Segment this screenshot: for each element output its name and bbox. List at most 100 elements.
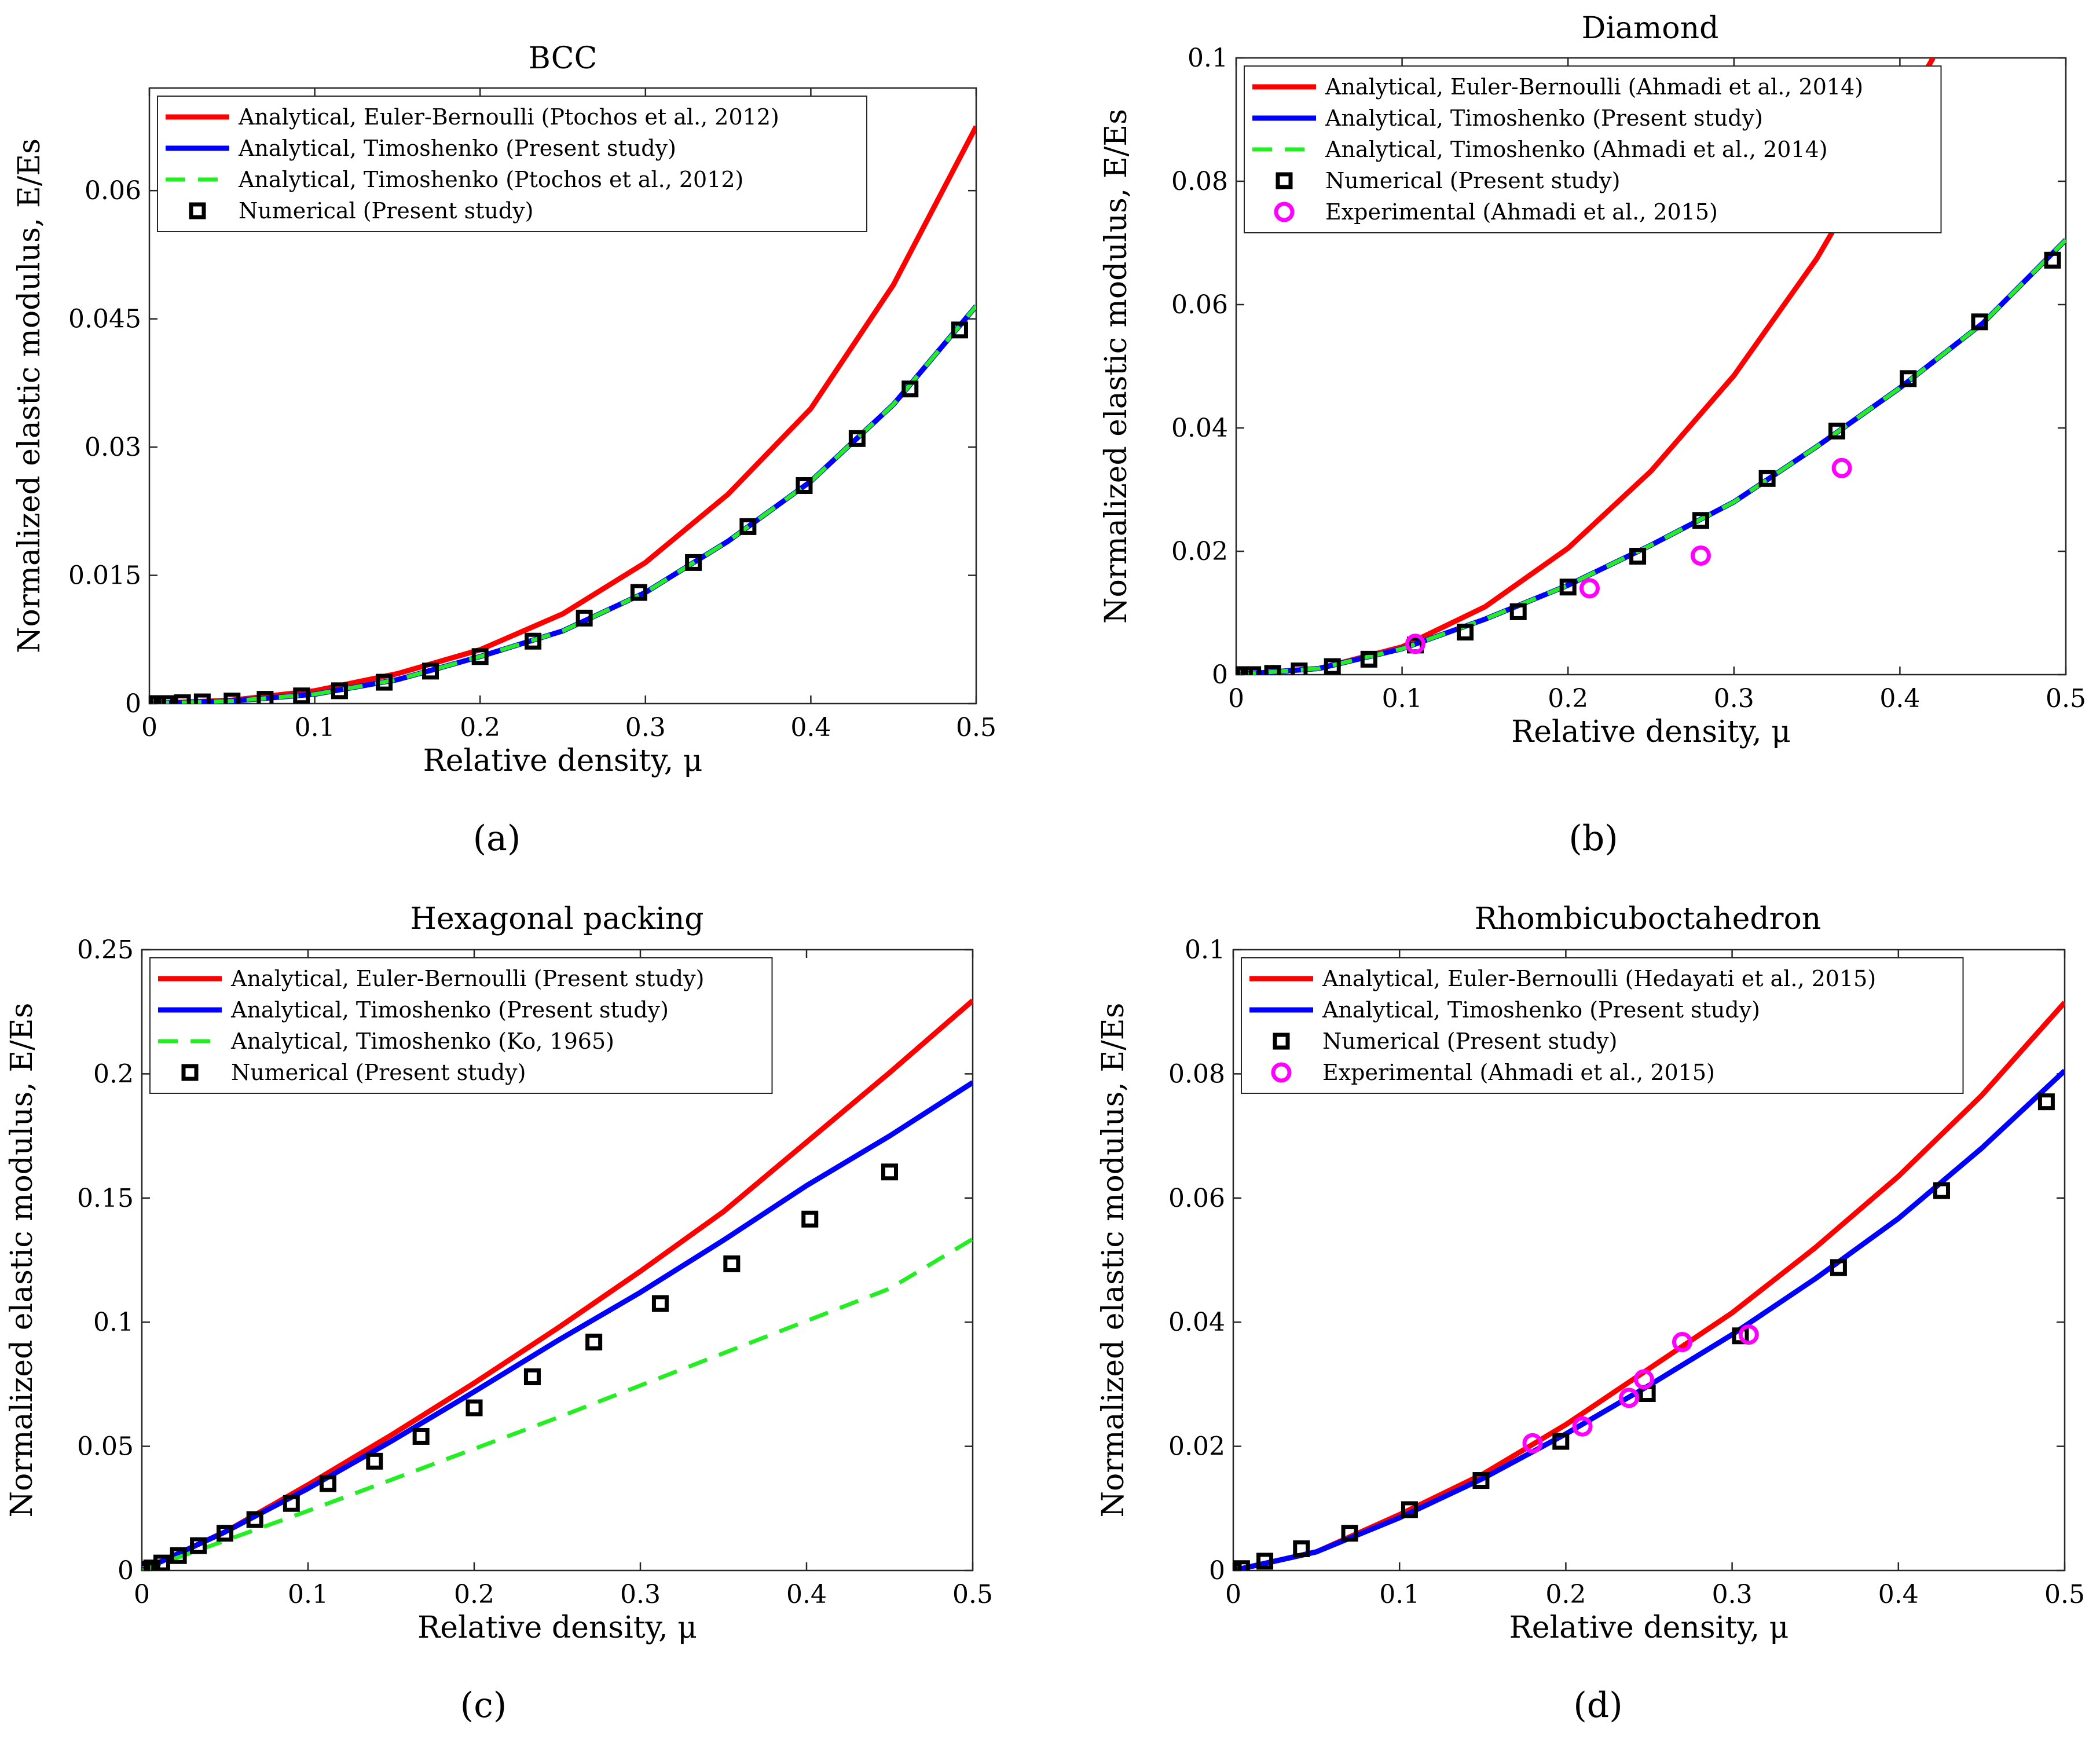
experimental-point [1405, 634, 1426, 654]
numerical-point [412, 1427, 430, 1445]
numerical-point [422, 662, 439, 680]
numerical-point [881, 1163, 898, 1181]
numerical-point [1244, 666, 1262, 675]
series-numerical [1233, 1093, 2055, 1570]
numerical-point [525, 632, 542, 650]
x-tick-label: 0.2 [1545, 1580, 1586, 1609]
numerical-point [2037, 1093, 2055, 1111]
legend: Analytical, Euler-Bernoulli (Ahmadi et a… [1244, 65, 1942, 233]
numerical-point [1830, 1259, 1847, 1276]
y-tick-label: 0.045 [68, 305, 141, 334]
experimental-point [1831, 457, 1852, 478]
legend-box [1241, 957, 1964, 1094]
x-tick-label: 0.5 [2044, 1580, 2085, 1609]
numerical-point [1293, 1540, 1310, 1557]
numerical-point [256, 691, 274, 704]
x-tick-label: 0.5 [2046, 684, 2086, 713]
numerical-point [1552, 1433, 1570, 1450]
legend: Analytical, Euler-Bernoulli (Present stu… [149, 957, 773, 1094]
experimental-point [1579, 578, 1600, 599]
chart-title: Rhombicuboctahedron [1475, 902, 1822, 936]
x-tick-label: 0.1 [1379, 1580, 1420, 1609]
numerical-point [1758, 470, 1776, 487]
x-tick-label: 0.5 [952, 1580, 993, 1609]
numerical-point [1900, 370, 1917, 387]
chart-panel-1: 0 0.1 0.2 0.3 0.4 0.5 0 0.015 0.03 0.045 0.06 BCC Re… [12, 41, 996, 778]
numerical-point [157, 695, 175, 704]
numerical-point [1971, 313, 1988, 331]
legend-marker-numerical [1276, 172, 1293, 189]
y-tick-label: 0.03 [85, 433, 141, 462]
x-tick-label: 0.3 [1712, 1580, 1753, 1609]
legend-entry: Analytical, Timoshenko (Ko, 1965) [230, 1028, 614, 1054]
x-tick-label: 0.2 [454, 1580, 494, 1609]
legend-entry: Analytical, Euler-Bernoulli (Ahmadi et a… [1325, 74, 1863, 100]
y-tick-label: 0 [1212, 660, 1228, 690]
plot-series [149, 125, 976, 704]
y-tick-label: 0.04 [1171, 413, 1228, 443]
numerical-point [319, 1475, 336, 1492]
numerical-point [630, 584, 647, 601]
legend-entry: Analytical, Timoshenko (Ptochos et al., … [238, 167, 743, 192]
legend-entry: Analytical, Timoshenko (Present study) [230, 997, 669, 1023]
x-tick-label: 0.3 [625, 713, 666, 742]
legend-entry: Experimental (Ahmadi et al., 2015) [1322, 1060, 1715, 1085]
numerical-point [193, 693, 211, 704]
y-axis-label: Normalized elastic modulus, E/Es [12, 138, 47, 653]
panel-label: (c) [460, 1685, 507, 1726]
y-tick-label: 0.25 [77, 935, 134, 965]
x-axis-label: Relative density, μ [1509, 1610, 1789, 1645]
numerical-point [951, 321, 968, 339]
experimental-point [1522, 1433, 1543, 1454]
y-tick-label: 0 [1209, 1556, 1225, 1586]
legend: Analytical, Euler-Bernoulli (Hedayati et… [1241, 957, 1964, 1094]
y-tick-label: 0.1 [1188, 43, 1228, 73]
legend-entry: Numerical (Present study) [239, 198, 533, 224]
chart-panel-4: 0 0.1 0.2 0.3 0.4 0.5 0 0.02 0.04 0.06 0.08 0.1 Rhom… [1096, 902, 2085, 1645]
x-tick-label: 0 [141, 713, 157, 742]
y-axis-label: Normalized elastic modulus, E/Es [1096, 1003, 1131, 1518]
y-tick-label: 0.02 [1168, 1432, 1225, 1462]
numerical-point [1509, 603, 1527, 620]
y-tick-label: 0.05 [77, 1432, 134, 1462]
numerical-point [576, 609, 593, 627]
numerical-point [466, 1399, 483, 1416]
legend-marker-experimental [1274, 202, 1295, 222]
numerical-point [2044, 251, 2061, 269]
experimental-point [1690, 545, 1711, 566]
numerical-point [1264, 665, 1281, 675]
legend-marker-numerical [189, 202, 206, 219]
chart-panel-2: 0 0.1 0.2 0.3 0.4 0.5 0 0.02 0.04 0.06 0.08 0.1 Diam… [1099, 11, 2086, 749]
numerical-point [1933, 1182, 1950, 1199]
legend-entry: Numerical (Present study) [1322, 1028, 1617, 1054]
numerical-point [1341, 1525, 1358, 1542]
chart-title: Hexagonal packing [410, 902, 703, 936]
y-tick-label: 0.04 [1168, 1308, 1225, 1337]
x-tick-label: 0.4 [1879, 684, 1920, 713]
y-tick-label: 0 [125, 689, 141, 719]
plot-series [142, 998, 973, 1570]
numerical-point [723, 1255, 741, 1272]
legend-box [157, 96, 867, 232]
series-experimental [1405, 457, 1852, 654]
numerical-point [153, 1554, 170, 1570]
x-tick-label: 0.2 [1548, 684, 1588, 713]
numerical-point [293, 687, 310, 704]
series-line-timo_ref [142, 1237, 973, 1570]
x-tick-label: 0.4 [1878, 1580, 1919, 1609]
legend-entry: Numerical (Present study) [1325, 168, 1620, 193]
legend-entry: Analytical, Euler-Bernoulli (Present stu… [230, 966, 704, 991]
numerical-point [223, 693, 241, 704]
numerical-point [1233, 1560, 1250, 1570]
x-tick-label: 0.1 [1382, 684, 1423, 713]
chart-panel-3: 0 0.1 0.2 0.3 0.4 0.5 0 0.05 0.1 0.15 0.2 0.25 Hexag… [5, 902, 993, 1645]
x-tick-label: 0 [1225, 1580, 1241, 1609]
y-tick-label: 0.08 [1171, 167, 1228, 196]
legend-entry: Analytical, Timoshenko (Present study) [238, 136, 676, 161]
x-tick-label: 0.4 [786, 1580, 827, 1609]
numerical-point [471, 648, 489, 665]
numerical-point [901, 380, 919, 398]
series-numerical [1236, 251, 2061, 675]
experimental-point [1672, 1332, 1692, 1353]
